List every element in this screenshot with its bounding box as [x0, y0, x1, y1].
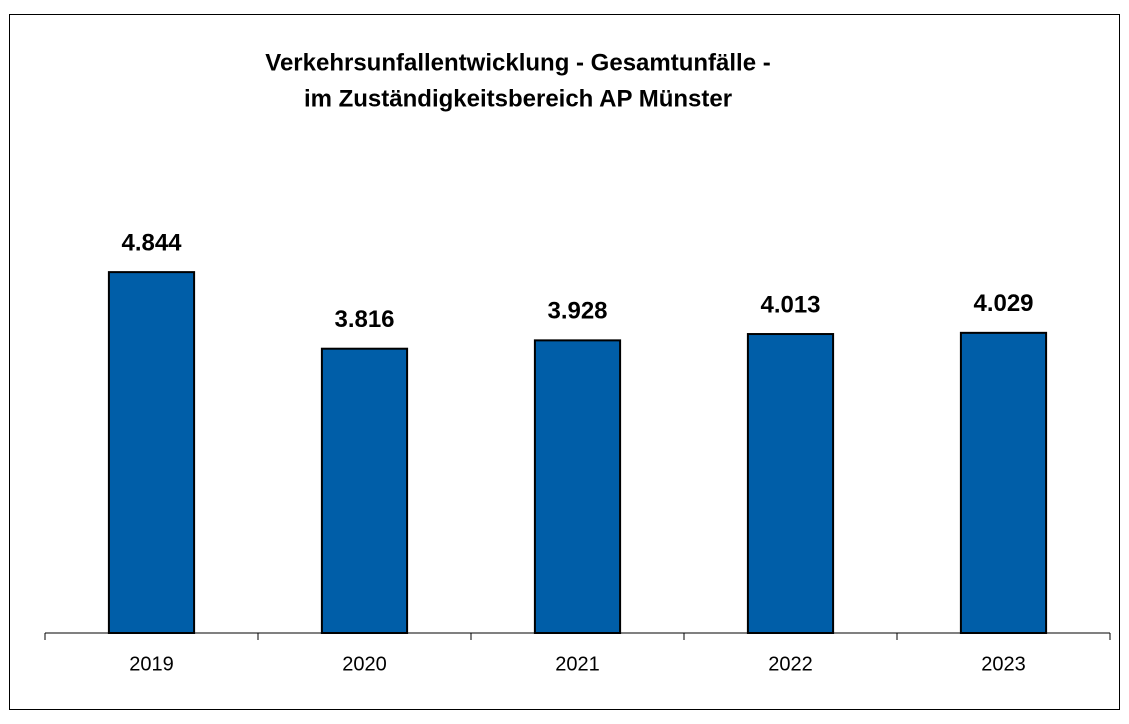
- data-label: 3.928: [547, 298, 607, 325]
- bar: [320, 347, 409, 634]
- bar: [533, 339, 622, 634]
- x-tick-label: 2021: [555, 653, 600, 675]
- chart-title: im Zuständigkeitsbereich AP Münster: [304, 85, 732, 112]
- x-tick-label: 2023: [981, 653, 1026, 675]
- x-tick-label: 2022: [768, 653, 813, 675]
- bar: [959, 331, 1048, 634]
- bar: [107, 271, 196, 634]
- x-tick-label: 2020: [342, 653, 387, 675]
- chart-title: Verkehrsunfallentwicklung - Gesamtunfäll…: [265, 49, 770, 76]
- data-label: 4.013: [760, 291, 820, 318]
- data-label: 3.816: [334, 306, 394, 333]
- data-label: 4.844: [121, 229, 182, 256]
- data-label: 4.029: [973, 290, 1033, 317]
- bar: [746, 333, 835, 634]
- x-tick-label: 2019: [129, 653, 174, 675]
